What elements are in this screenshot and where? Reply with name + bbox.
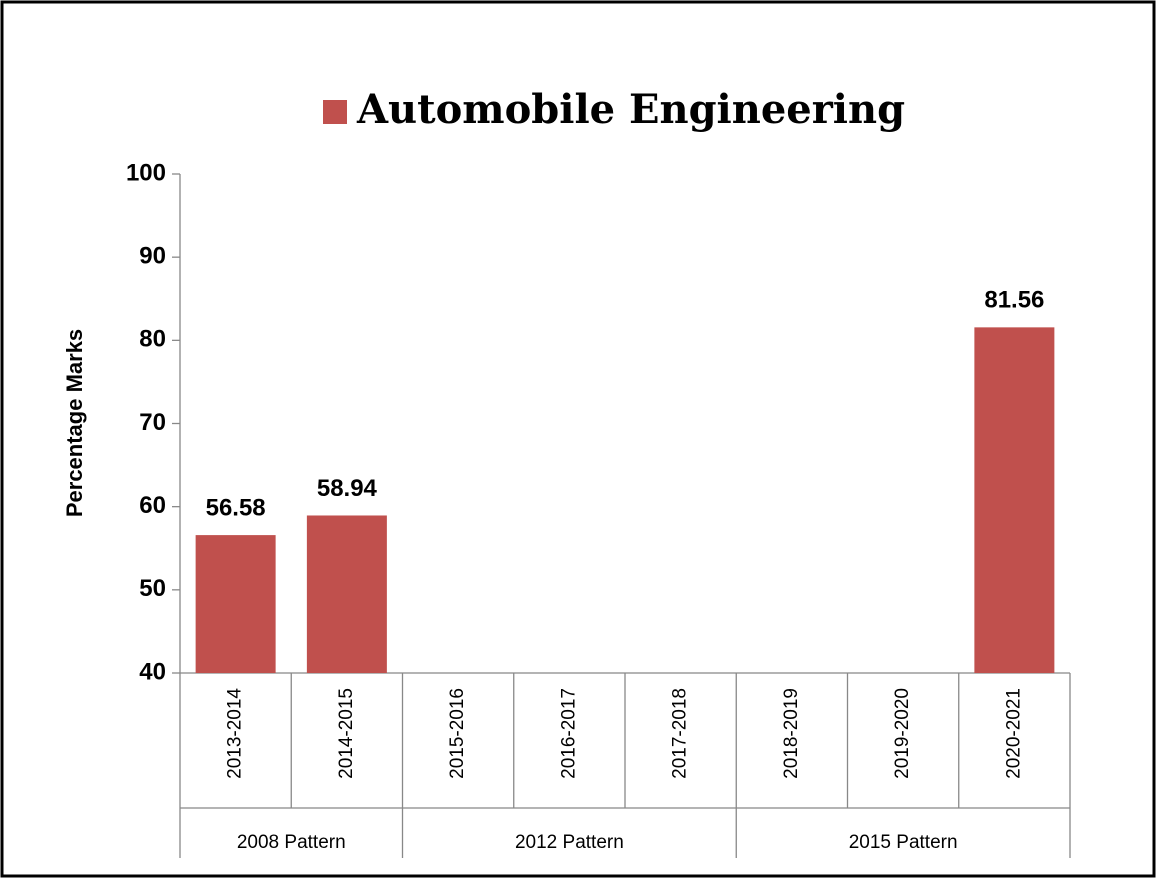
bar <box>306 515 387 673</box>
group-label: 2008 Pattern <box>237 832 346 853</box>
y-tick-label: 70 <box>139 409 166 436</box>
data-label: 81.56 <box>984 287 1044 314</box>
x-tick-label: 2016-2017 <box>558 688 579 779</box>
data-label: 56.58 <box>206 494 266 521</box>
x-tick-label: 2014-2015 <box>336 688 357 779</box>
legend-swatch <box>323 100 347 124</box>
y-tick-label: 100 <box>126 159 166 186</box>
y-axis-label: Percentage Marks <box>62 329 87 517</box>
y-tick-label: 90 <box>139 243 166 270</box>
y-tick-label: 60 <box>139 492 166 519</box>
x-tick-label: 2015-2016 <box>447 688 468 779</box>
y-tick-label: 80 <box>139 326 166 353</box>
bar <box>195 535 276 673</box>
group-label: 2012 Pattern <box>515 832 624 853</box>
x-tick-label: 2020-2021 <box>1003 688 1024 779</box>
x-tick-label: 2017-2018 <box>670 688 691 779</box>
bar <box>974 327 1055 673</box>
data-label: 58.94 <box>317 475 378 502</box>
y-tick-label: 50 <box>139 575 166 602</box>
x-tick-label: 2019-2020 <box>892 688 913 779</box>
x-tick-label: 2013-2014 <box>225 688 246 779</box>
legend-label: Automobile Engineering <box>356 86 905 133</box>
x-tick-label: 2018-2019 <box>781 688 802 779</box>
y-tick-label: 40 <box>139 658 166 685</box>
group-label: 2015 Pattern <box>849 832 958 853</box>
